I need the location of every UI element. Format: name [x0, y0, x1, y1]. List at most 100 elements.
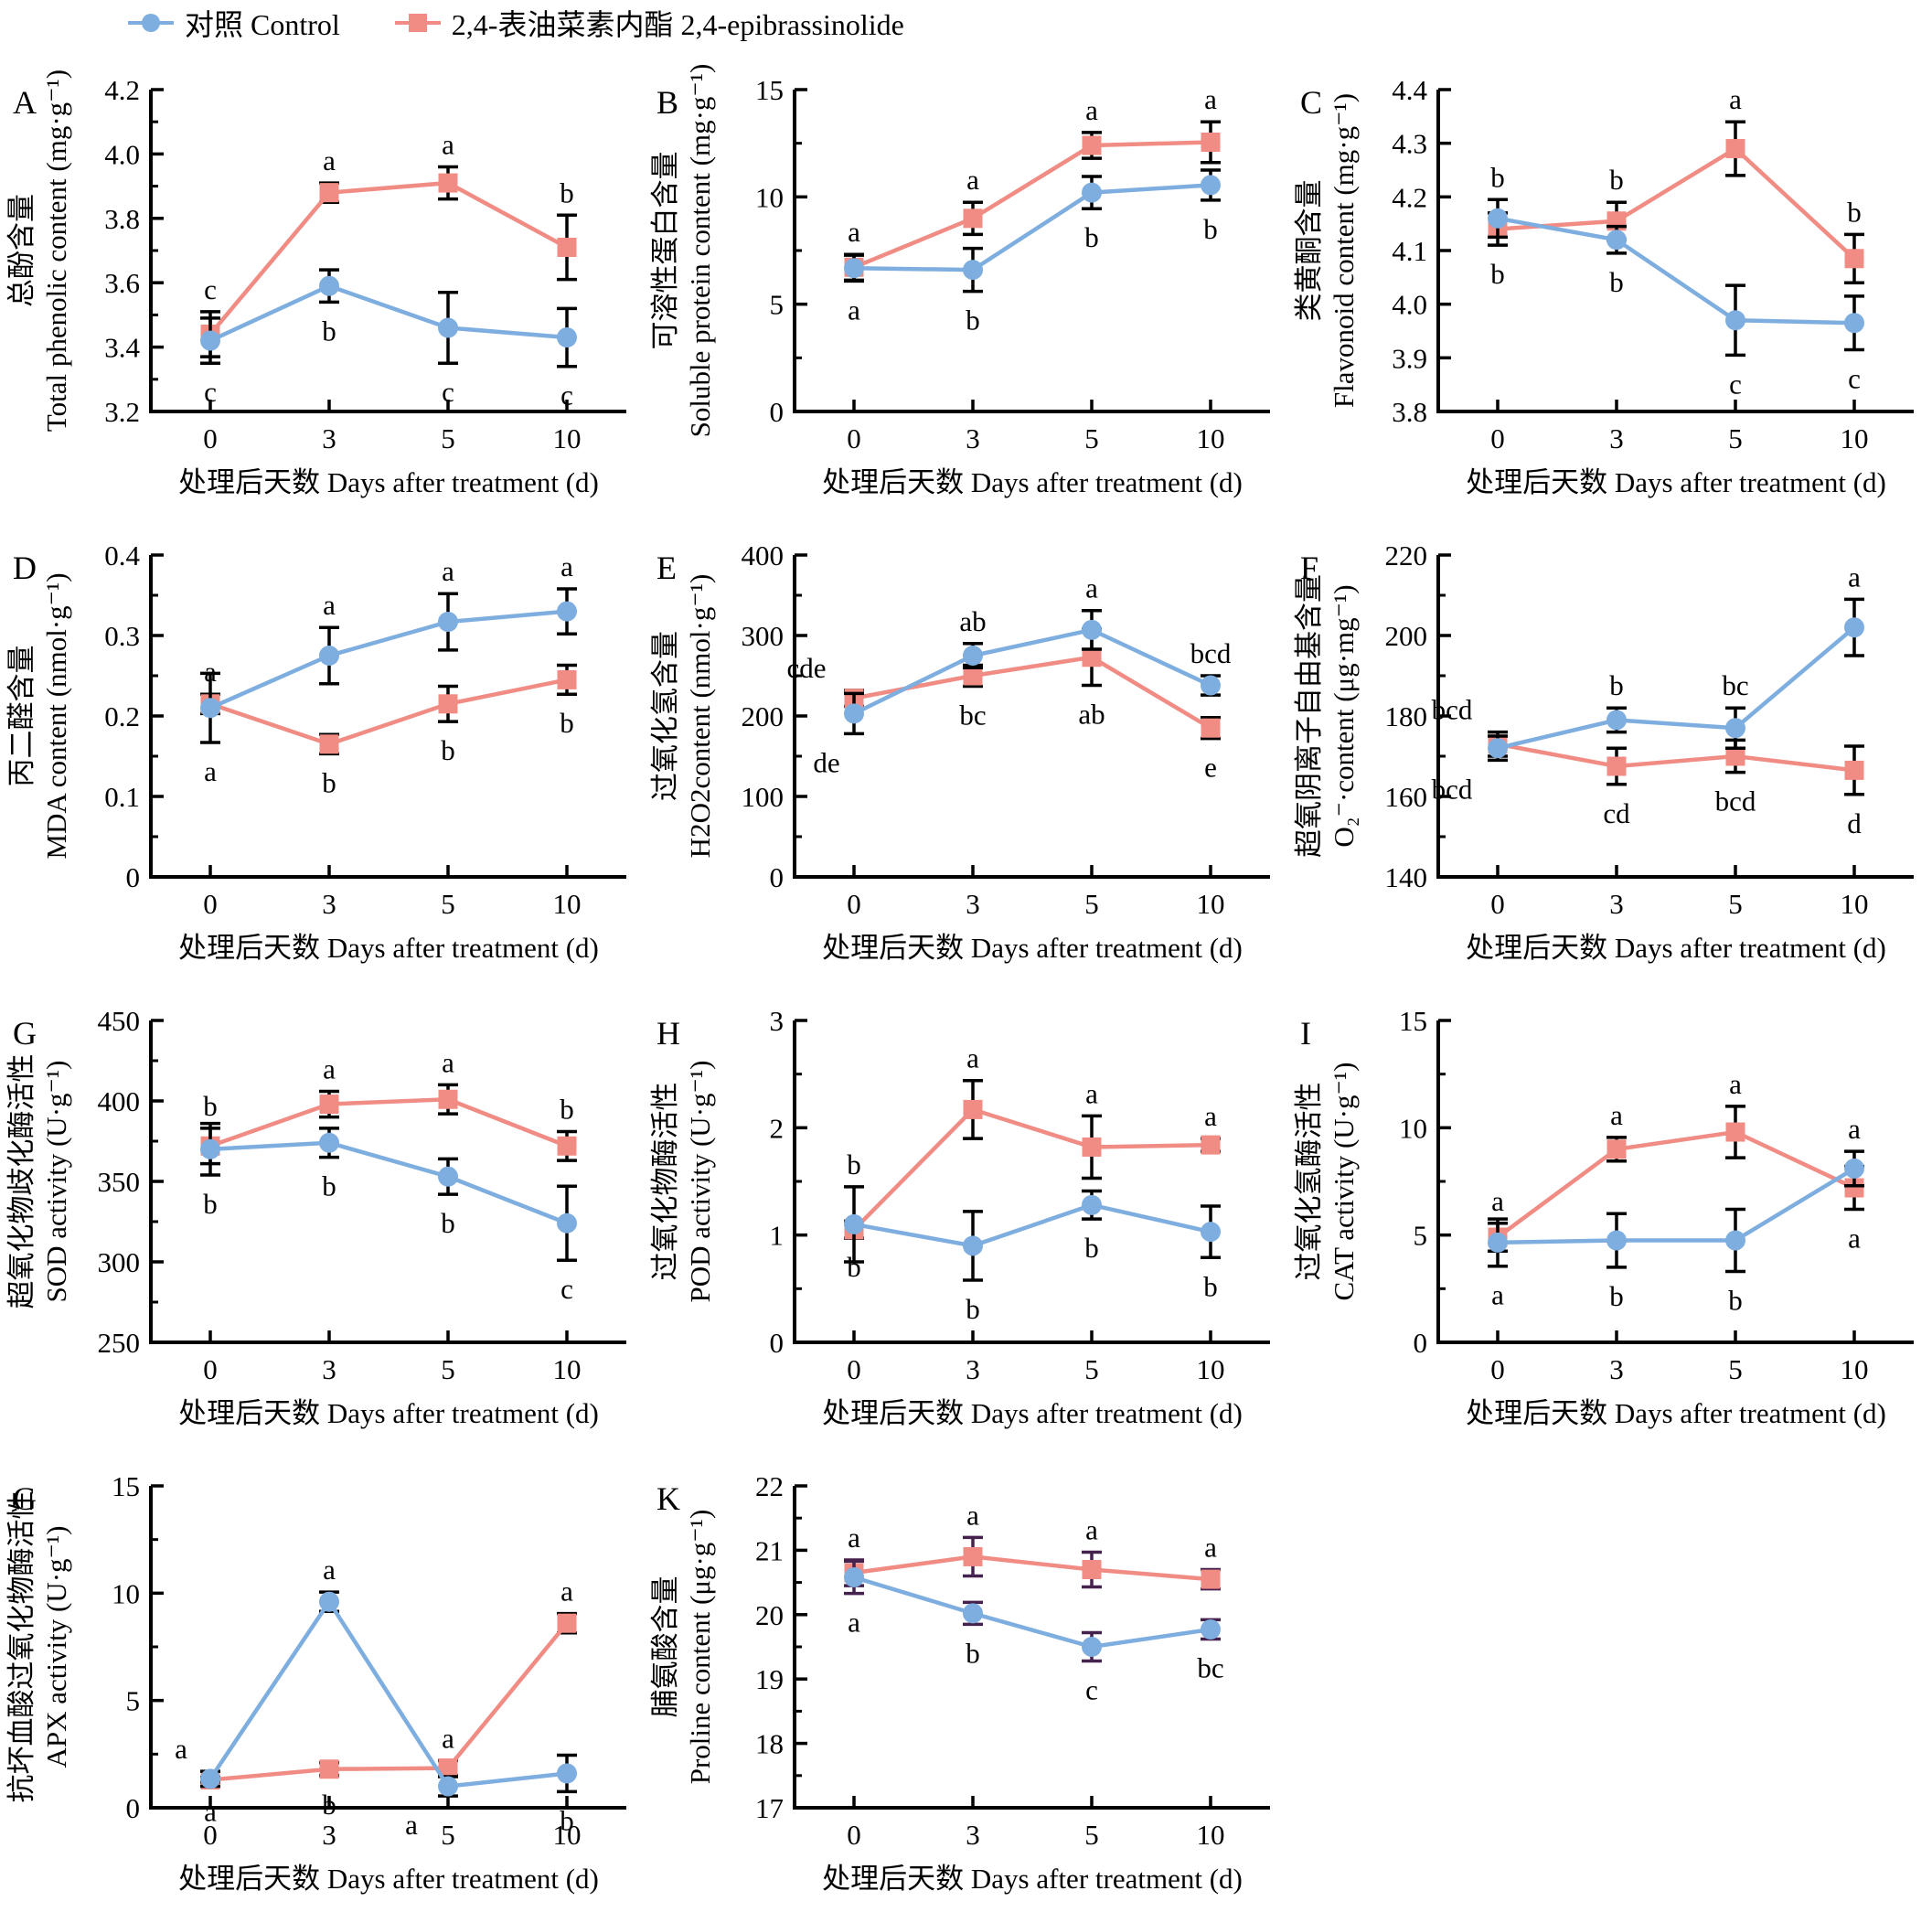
x-axis-label: 处理后天数 Days after treatment (d): [178, 1397, 599, 1429]
x-tick-label: 5: [441, 422, 455, 454]
y-tick-label: 10: [755, 181, 784, 213]
point-marker-circle: [1725, 310, 1745, 331]
x-tick-label: 3: [322, 1819, 336, 1851]
point-marker-circle: [557, 327, 577, 348]
series-line: [853, 1575, 1212, 1650]
x-tick-label: 5: [1084, 422, 1099, 454]
y-axis-label-en: CAT activity (U·g⁻¹): [1328, 1063, 1360, 1301]
x-tick-label: 5: [1084, 888, 1099, 920]
point-marker-square: [319, 1759, 339, 1779]
y-tick-label: 2: [770, 1112, 785, 1144]
x-tick-label: 3: [322, 888, 336, 920]
series-control: [1488, 198, 1864, 358]
point-marker-square: [1201, 1135, 1221, 1155]
sig-letter: a: [442, 555, 454, 587]
axes: [793, 1486, 1270, 1810]
point-marker-circle: [1488, 1232, 1508, 1253]
sig-letter: a: [323, 1052, 336, 1084]
point-marker-square: [963, 1099, 983, 1119]
point-marker-square: [963, 1546, 983, 1566]
y-tick-label: 15: [112, 1470, 140, 1502]
x-tick-label: 10: [1197, 422, 1225, 454]
panel-svg: 0 5 10 15 0 3 5 10 I 过氧化氢酶活性 CAT activity (U·g⁻¹) 处…: [1293, 1005, 1914, 1429]
sig-letter: b: [1490, 258, 1505, 290]
y-tick-label: 5: [126, 1685, 141, 1717]
series-ebr: [200, 1083, 577, 1166]
point-marker-circle: [1082, 1637, 1102, 1657]
chart-panel-I: 0 5 10 15 0 3 5 10 I 过氧化氢酶活性 CAT activity (U·g⁻¹) 处…: [1287, 977, 1931, 1442]
point-marker-circle: [1488, 738, 1508, 759]
series-line: [1497, 742, 1855, 773]
series-line: [853, 655, 1212, 731]
y-tick-label: 300: [98, 1246, 141, 1278]
axes: [149, 1020, 626, 1344]
sig-letter: b: [966, 1293, 980, 1325]
point-marker-square: [1844, 249, 1864, 269]
y-tick-label: 4.1: [1392, 235, 1427, 267]
sig-letter: b: [1490, 161, 1505, 193]
sig-letter: a: [848, 216, 860, 248]
y-axis-label-cn: 超氧阴离子自由基含量: [1293, 574, 1325, 858]
series-line: [208, 180, 569, 336]
y-tick-label: 3.8: [104, 203, 140, 235]
legend-ebr-label: 2,4-表油菜素内酯 2,4-epibrassinolide: [451, 8, 904, 41]
chart-panel-D: 0 0.1 0.2 0.3 0.4 0 3 5 10 D 丙二醛含量 MDA content (nmo…: [0, 511, 644, 977]
point-marker-square: [557, 1136, 577, 1156]
series-control: [844, 608, 1221, 736]
x-axis-label: 处理后天数 Days after treatment (d): [822, 932, 1243, 964]
y-axis-label-en: APX activity (U·g⁻¹): [40, 1526, 72, 1768]
sig-letter: bcd: [1190, 637, 1232, 669]
point-marker-circle: [844, 1566, 864, 1587]
sig-letter: b: [1609, 266, 1624, 298]
y-tick-label: 0.1: [104, 781, 140, 813]
point-marker-square: [1725, 1122, 1745, 1142]
series-line: [853, 1554, 1212, 1582]
point-marker-square: [438, 694, 458, 714]
sig-letter: a: [848, 1607, 860, 1639]
point-marker-circle: [1201, 675, 1221, 696]
point-marker-square: [1725, 139, 1745, 159]
chart-panel-F: 140 160 180 200 220 0 3 5 10 F 超氧阴离子自由基含量 O₂⁻·conte…: [1287, 511, 1931, 977]
point-marker-circle: [1488, 208, 1508, 229]
y-tick-label: 0.4: [104, 539, 140, 571]
sig-letter: a: [560, 1576, 573, 1608]
y-tick-label: 100: [742, 781, 785, 813]
point-marker-square: [319, 734, 339, 754]
point-marker-circle: [1725, 1230, 1745, 1251]
y-tick-label: 10: [1399, 1112, 1427, 1144]
sig-letter: b: [441, 734, 455, 766]
point-marker-square: [1844, 1178, 1864, 1198]
series-ebr: [844, 627, 1221, 741]
sig-letter: a: [442, 1046, 454, 1078]
y-tick-label: 4.0: [1392, 289, 1427, 321]
y-tick-label: 0: [126, 1792, 141, 1824]
sig-letter: a: [1204, 1100, 1217, 1132]
series-control: [200, 1590, 577, 1798]
sig-letter: cd: [1603, 797, 1630, 829]
series-ebr: [200, 663, 577, 756]
y-axis-label-en: POD activity (U·g⁻¹): [684, 1061, 716, 1303]
sig-letter: a: [848, 294, 860, 326]
sig-letter: a: [1729, 1068, 1742, 1100]
sig-letter: a: [1204, 1532, 1217, 1564]
point-marker-square: [963, 208, 983, 229]
y-axis-label-en: SOD activity (U·g⁻¹): [40, 1061, 72, 1303]
x-tick-label: 0: [847, 422, 861, 454]
y-tick-label: 0: [1414, 1327, 1428, 1359]
axes: [1436, 90, 1914, 413]
x-tick-label: 3: [322, 1353, 336, 1385]
y-axis-label-cn: 脯氨酸含量: [649, 1576, 681, 1718]
sig-letter: a: [1848, 1113, 1861, 1145]
y-tick-label: 400: [742, 539, 785, 571]
series-line: [209, 1096, 568, 1148]
point-marker-circle: [1606, 230, 1627, 251]
point-marker-circle: [1606, 1230, 1627, 1251]
y-tick-label: 4.3: [1392, 128, 1427, 160]
y-tick-label: 0.2: [104, 700, 140, 732]
sig-letter: c: [1848, 363, 1861, 395]
y-tick-label: 21: [755, 1534, 784, 1566]
sig-letter: b: [1609, 1280, 1624, 1312]
point-marker-circle: [557, 601, 577, 622]
y-tick-label: 19: [755, 1663, 784, 1695]
point-marker-circle: [319, 646, 339, 666]
